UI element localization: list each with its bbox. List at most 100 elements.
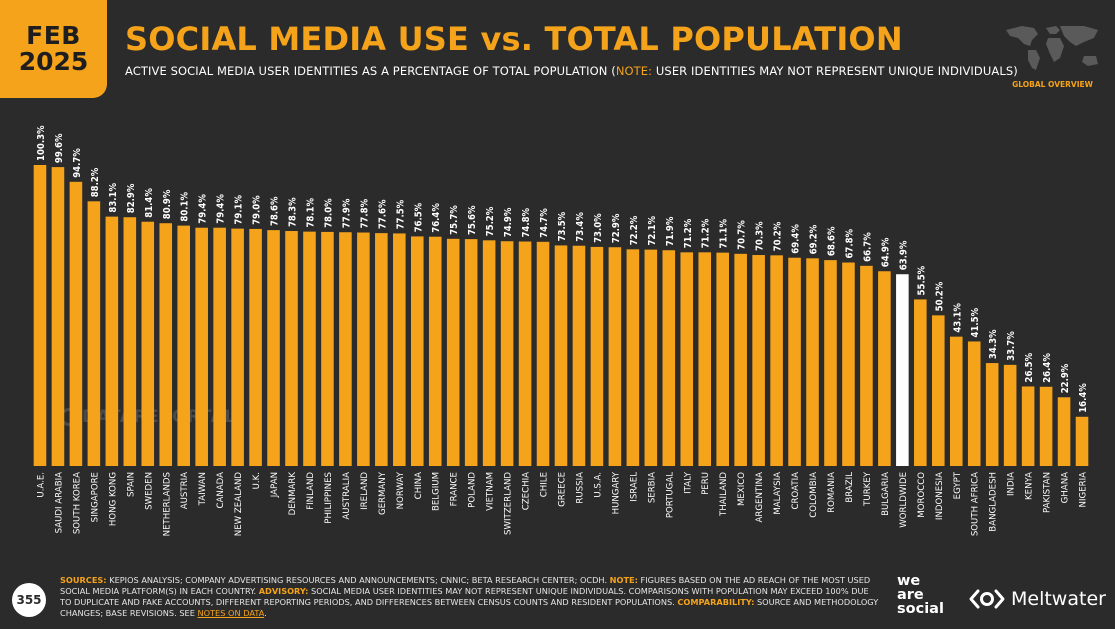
wearesocial-line-2: are — [897, 587, 924, 604]
bar-u-s-a — [590, 246, 604, 466]
bar-canada — [213, 227, 226, 466]
value-label-malaysia: 70.2% — [773, 221, 784, 251]
subtitle-note-label: NOTE: — [615, 64, 653, 78]
notes-on-data-link[interactable]: NOTES ON DATA — [197, 608, 265, 619]
bar-south-africa — [967, 341, 981, 466]
bar-italy — [680, 252, 694, 466]
bar-australia — [339, 232, 352, 466]
value-label-italy: 71.2% — [683, 218, 694, 248]
category-label-portugal: PORTUGAL — [665, 472, 675, 518]
bar-thailand — [716, 252, 729, 466]
value-label-japan: 78.6% — [270, 196, 281, 226]
comparability-label: COMPARABILITY: — [677, 597, 755, 608]
value-label-ghana: 22.9% — [1060, 363, 1071, 393]
bar-singapore — [87, 201, 101, 466]
value-label-pakistan: 26.4% — [1042, 353, 1053, 383]
value-labels-group: 100.3% 99.6% 94.7% 88.2% 83.1% 82.9% 81.4% 80.9… — [36, 125, 1089, 413]
meltwater-text: Meltwater — [1011, 588, 1106, 610]
value-label-u-a-e: 100.3% — [36, 125, 47, 161]
value-label-morocco: 55.5% — [916, 265, 927, 295]
bar-indonesia — [932, 315, 945, 466]
value-label-indonesia: 50.2% — [934, 281, 945, 311]
chart-subtitle: ACTIVE SOCIAL MEDIA USER IDENTITIES AS A… — [125, 64, 1018, 78]
value-label-croatia: 69.4% — [791, 224, 802, 254]
value-label-u-k: 79.0% — [252, 195, 263, 225]
bar-belgium — [428, 236, 442, 466]
bar-worldwide — [896, 274, 909, 466]
category-label-mexico: MEXICO — [737, 472, 747, 506]
note-label: NOTE: — [609, 575, 638, 585]
category-label-switzerland: SWITZERLAND — [504, 472, 514, 535]
value-label-new-zealand: 79.1% — [234, 195, 245, 225]
value-label-south-africa: 41.5% — [970, 307, 981, 337]
value-label-austria: 80.1% — [180, 192, 191, 222]
category-label-morocco: MOROCCO — [917, 472, 927, 518]
bar-czechia — [518, 241, 532, 466]
value-label-nigeria: 16.4% — [1078, 383, 1089, 413]
value-label-singapore: 88.2% — [90, 167, 101, 197]
value-label-sweden: 81.4% — [144, 188, 155, 218]
value-label-chile: 74.7% — [539, 208, 550, 238]
category-label-sweden: SWEDEN — [144, 472, 154, 510]
value-label-peru: 71.2% — [701, 218, 712, 248]
category-label-peru: PERU — [701, 472, 711, 495]
bar-denmark — [285, 231, 298, 466]
section-label: GLOBAL OVERVIEW — [1012, 80, 1093, 89]
category-label-u-a-e: U.A.E. — [36, 472, 46, 498]
category-label-singapore: SINGAPORE — [90, 472, 100, 522]
category-label-kenya: KENYA — [1025, 472, 1035, 500]
category-label-belgium: BELGIUM — [432, 472, 442, 511]
bar-austria — [177, 225, 190, 466]
value-label-israel: 72.2% — [629, 215, 640, 245]
value-label-finland: 78.1% — [305, 198, 316, 228]
category-label-australia: AUSTRALIA — [342, 472, 352, 520]
bar-israel — [626, 249, 640, 466]
category-label-philippines: PHILIPPINES — [324, 472, 334, 524]
category-label-turkey: TURKEY — [863, 471, 873, 507]
category-label-south-korea: SOUTH KOREA — [72, 472, 82, 534]
value-label-belgium: 76.4% — [431, 203, 442, 233]
value-label-mexico: 70.7% — [737, 220, 748, 250]
bar-nigeria — [1075, 416, 1089, 466]
bar-poland — [464, 239, 478, 466]
value-label-argentina: 70.3% — [755, 221, 766, 251]
value-label-serbia: 72.1% — [647, 216, 658, 246]
bar-sweden — [141, 221, 155, 466]
bar-u-k — [249, 228, 262, 466]
category-label-finland: FINLAND — [306, 472, 316, 510]
bar-vietnam — [482, 240, 496, 466]
bar-philippines — [321, 231, 334, 466]
value-label-south-korea: 94.7% — [72, 148, 83, 178]
value-label-colombia: 69.2% — [809, 224, 820, 254]
category-label-russia: RUSSIA — [575, 472, 585, 504]
bar-ghana — [1057, 397, 1071, 466]
bar-germany — [375, 233, 388, 466]
bar-malaysia — [770, 255, 783, 466]
bar-bulgaria — [878, 271, 891, 466]
value-label-bulgaria: 64.9% — [880, 237, 891, 267]
category-label-colombia: COLOMBIA — [809, 472, 819, 518]
world-map-icon — [1006, 26, 1098, 70]
value-label-portugal: 71.9% — [665, 216, 676, 246]
category-label-chile: CHILE — [540, 472, 550, 497]
bar-u-a-e — [33, 165, 47, 466]
bar-brazil — [842, 262, 855, 466]
bar-bangladesh — [985, 363, 999, 466]
value-label-india: 33.7% — [1006, 331, 1017, 361]
category-label-hong-kong: HONG KONG — [108, 472, 118, 526]
value-label-czechia: 74.8% — [521, 207, 532, 237]
value-label-australia: 77.9% — [341, 198, 352, 228]
bar-argentina — [752, 255, 765, 466]
category-label-greece: GREECE — [558, 472, 568, 507]
category-label-brazil: BRAZIL — [845, 472, 855, 503]
value-label-greece: 73.5% — [557, 211, 568, 241]
bar-china — [410, 236, 424, 466]
bar-taiwan — [195, 227, 208, 466]
bar-france — [446, 238, 460, 466]
bar-chile — [536, 241, 550, 466]
value-label-germany: 77.6% — [377, 199, 388, 229]
bar-new-zealand — [231, 228, 244, 466]
bar-greece — [554, 245, 568, 466]
value-label-thailand: 71.1% — [719, 219, 730, 249]
bar-pakistan — [1039, 386, 1053, 466]
